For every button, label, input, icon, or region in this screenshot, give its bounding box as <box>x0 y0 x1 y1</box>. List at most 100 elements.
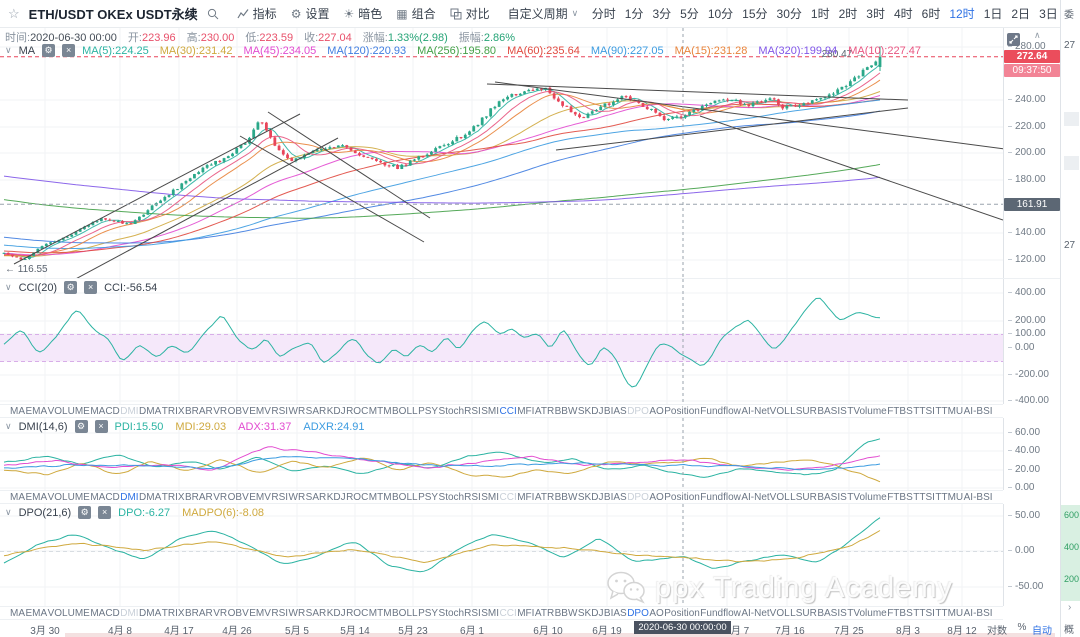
indicator-tab-ma[interactable]: MA <box>10 607 25 619</box>
indicator-tab-ttmu[interactable]: TTMU <box>935 491 964 503</box>
indicator-tab-roc[interactable]: ROC <box>346 405 369 417</box>
timeframe-1[interactable]: 分时 <box>591 7 616 21</box>
dpo-close-icon[interactable]: × <box>98 506 112 519</box>
indicator-tab-macd[interactable]: MACD <box>90 491 120 503</box>
indicator-tab-dmi[interactable]: DMI <box>120 405 139 417</box>
timeframe-4[interactable]: 5分 <box>680 7 699 21</box>
indicator-tab-ai-bsi[interactable]: AI-BSI <box>963 405 993 417</box>
cci-axis[interactable]: 400.00 200.00 100.00 0.00 -200.00 -400.00 <box>1003 279 1060 406</box>
collapse-chevron-icon[interactable]: ∨ <box>5 507 12 517</box>
timeframe-10[interactable]: 3时 <box>866 7 885 21</box>
indicator-tab-boll[interactable]: BOLL <box>392 607 418 619</box>
indicator-tab-obv[interactable]: OBV <box>227 405 249 417</box>
timeframe-15[interactable]: 2日 <box>1011 7 1031 21</box>
indicator-tab-ma[interactable]: MA <box>10 405 25 417</box>
indicator-tab-obv[interactable]: OBV <box>227 491 249 503</box>
indicator-tab-bias[interactable]: BIAS <box>603 405 627 417</box>
indicator-tab-mtm[interactable]: MTM <box>368 607 392 619</box>
indicator-tab-wr[interactable]: WR <box>288 607 306 619</box>
indicator-tab-dpo[interactable]: DPO <box>627 607 649 619</box>
indicator-tab-ao[interactable]: AO <box>649 405 664 417</box>
indicator-tab-bbw[interactable]: BBW <box>554 607 578 619</box>
collapse-chevron-icon[interactable]: ∨ <box>5 45 12 55</box>
collapse-chevron-icon[interactable]: ∨ <box>5 421 12 431</box>
indicator-tab-cci[interactable]: CCI <box>499 405 517 417</box>
dmi-axis[interactable]: 60.00 40.00 20.00 0.00 <box>1003 418 1060 493</box>
timeframe-14[interactable]: 1日 <box>983 7 1003 21</box>
timeframe-12[interactable]: 6时 <box>921 7 941 21</box>
indicator-tab-ai-bsi[interactable]: AI-BSI <box>963 607 993 619</box>
indicator-tab-volume[interactable]: VOLUME <box>47 491 90 503</box>
indicator-tab-stochrsi[interactable]: StochRSI <box>438 405 481 417</box>
indicator-tab-kdj[interactable]: KDJ <box>326 491 346 503</box>
dpo-chart-canvas[interactable] <box>0 504 1003 606</box>
indicator-tab-fundflow[interactable]: Fundflow <box>700 491 741 503</box>
indicator-tab-psy[interactable]: PSY <box>418 405 439 417</box>
timeframe-11[interactable]: 4时 <box>893 7 913 21</box>
indicator-tab-smi[interactable]: SMI <box>481 405 500 417</box>
cci-settings-gear-icon[interactable]: ⚙ <box>64 281 78 294</box>
indicator-tab-boll[interactable]: BOLL <box>392 491 418 503</box>
indicator-tab-kdj[interactable]: KDJ <box>326 405 346 417</box>
cci-close-icon[interactable]: × <box>84 281 98 294</box>
timeframe-13[interactable]: 12时 <box>949 7 975 21</box>
indicator-tab-skdj[interactable]: SKDJ <box>577 405 604 417</box>
indicator-tab-cci[interactable]: CCI <box>499 607 517 619</box>
indicator-tab-ftbs[interactable]: FTBS <box>887 405 913 417</box>
timeframe-3[interactable]: 3分 <box>652 7 672 21</box>
indicator-tab-atr[interactable]: ATR <box>534 491 555 503</box>
indicator-tab-skdj[interactable]: SKDJ <box>577 491 604 503</box>
indicator-tab-stochrsi[interactable]: StochRSI <box>438 491 481 503</box>
indicator-tab-position[interactable]: Position <box>664 607 700 619</box>
indicator-tab-mfi[interactable]: MFI <box>517 491 535 503</box>
indicator-tab-fundflow[interactable]: Fundflow <box>700 405 741 417</box>
indicator-tab-ftbs[interactable]: FTBS <box>887 607 913 619</box>
indicator-tab-ai-netvol[interactable]: AI-NetVOL <box>741 491 790 503</box>
indicator-tab-bias[interactable]: BIAS <box>603 491 627 503</box>
indicator-tab-lsur[interactable]: LSUR <box>790 405 817 417</box>
indicator-tab-brar[interactable]: BRAR <box>185 405 213 417</box>
indicator-tab-smi[interactable]: SMI <box>481 491 500 503</box>
toolbar-button-dark-mode[interactable]: ☀ 暗色 <box>343 5 382 22</box>
indicator-tab-ftbs[interactable]: FTBS <box>887 491 913 503</box>
timeframe-2[interactable]: 1分 <box>624 7 644 21</box>
indicator-tab-vr[interactable]: VR <box>213 491 228 503</box>
indicator-tab-ttsi[interactable]: TTSI <box>913 607 935 619</box>
dmi-chart-canvas[interactable] <box>0 418 1003 490</box>
indicator-tab-skdj[interactable]: SKDJ <box>577 607 604 619</box>
expand-panel-arrow-icon[interactable]: › <box>1068 602 1072 613</box>
dmi-close-icon[interactable]: × <box>94 420 108 433</box>
indicator-tab-bias[interactable]: BIAS <box>603 607 627 619</box>
axis-scale-toggle-对数[interactable]: 对数 <box>987 626 1007 637</box>
indicator-tab-smi[interactable]: SMI <box>481 607 500 619</box>
indicator-tab-dma[interactable]: DMA <box>139 491 162 503</box>
indicator-tab-trix[interactable]: TRIX <box>161 491 185 503</box>
indicator-tab-ttsi[interactable]: TTSI <box>913 491 935 503</box>
indicator-tab-kdj[interactable]: KDJ <box>326 607 346 619</box>
price-axis[interactable]: ∧ 280.00 240.00 220.00 200.00 180.00 140.00 12… <box>1003 28 1060 278</box>
indicator-tab-dmi[interactable]: DMI <box>120 491 139 503</box>
indicator-tab-wr[interactable]: WR <box>288 491 306 503</box>
indicator-tab-ai-bsi[interactable]: AI-BSI <box>963 491 993 503</box>
timeframe-8[interactable]: 1时 <box>810 7 830 21</box>
timeframe-16[interactable]: 3日 <box>1039 7 1058 21</box>
axis-scale-toggle-自动[interactable]: 自动 <box>1032 626 1052 637</box>
indicator-tab-macd[interactable]: MACD <box>90 405 120 417</box>
indicator-tab-sar[interactable]: SAR <box>305 491 327 503</box>
indicator-tab-ttmu[interactable]: TTMU <box>935 607 964 619</box>
indicator-tab-position[interactable]: Position <box>664 405 700 417</box>
indicator-tab-obv[interactable]: OBV <box>227 607 249 619</box>
indicator-tab-roc[interactable]: ROC <box>346 607 369 619</box>
indicator-tab-stochrsi[interactable]: StochRSI <box>438 607 481 619</box>
indicator-tab-atr[interactable]: ATR <box>534 607 555 619</box>
indicator-tab-volume[interactable]: VOLUME <box>47 607 90 619</box>
indicator-tab-ttsi[interactable]: TTSI <box>913 405 935 417</box>
indicator-tab-emv[interactable]: EMV <box>249 405 271 417</box>
indicator-tab-ttmu[interactable]: TTMU <box>935 405 964 417</box>
dmi-settings-gear-icon[interactable]: ⚙ <box>74 420 88 433</box>
indicator-tab-dma[interactable]: DMA <box>139 405 162 417</box>
indicator-tab-basis[interactable]: BASIS <box>817 607 847 619</box>
indicator-tab-lsur[interactable]: LSUR <box>790 491 817 503</box>
indicator-tab-tvolume[interactable]: TVolume <box>847 607 887 619</box>
indicator-tab-boll[interactable]: BOLL <box>392 405 418 417</box>
